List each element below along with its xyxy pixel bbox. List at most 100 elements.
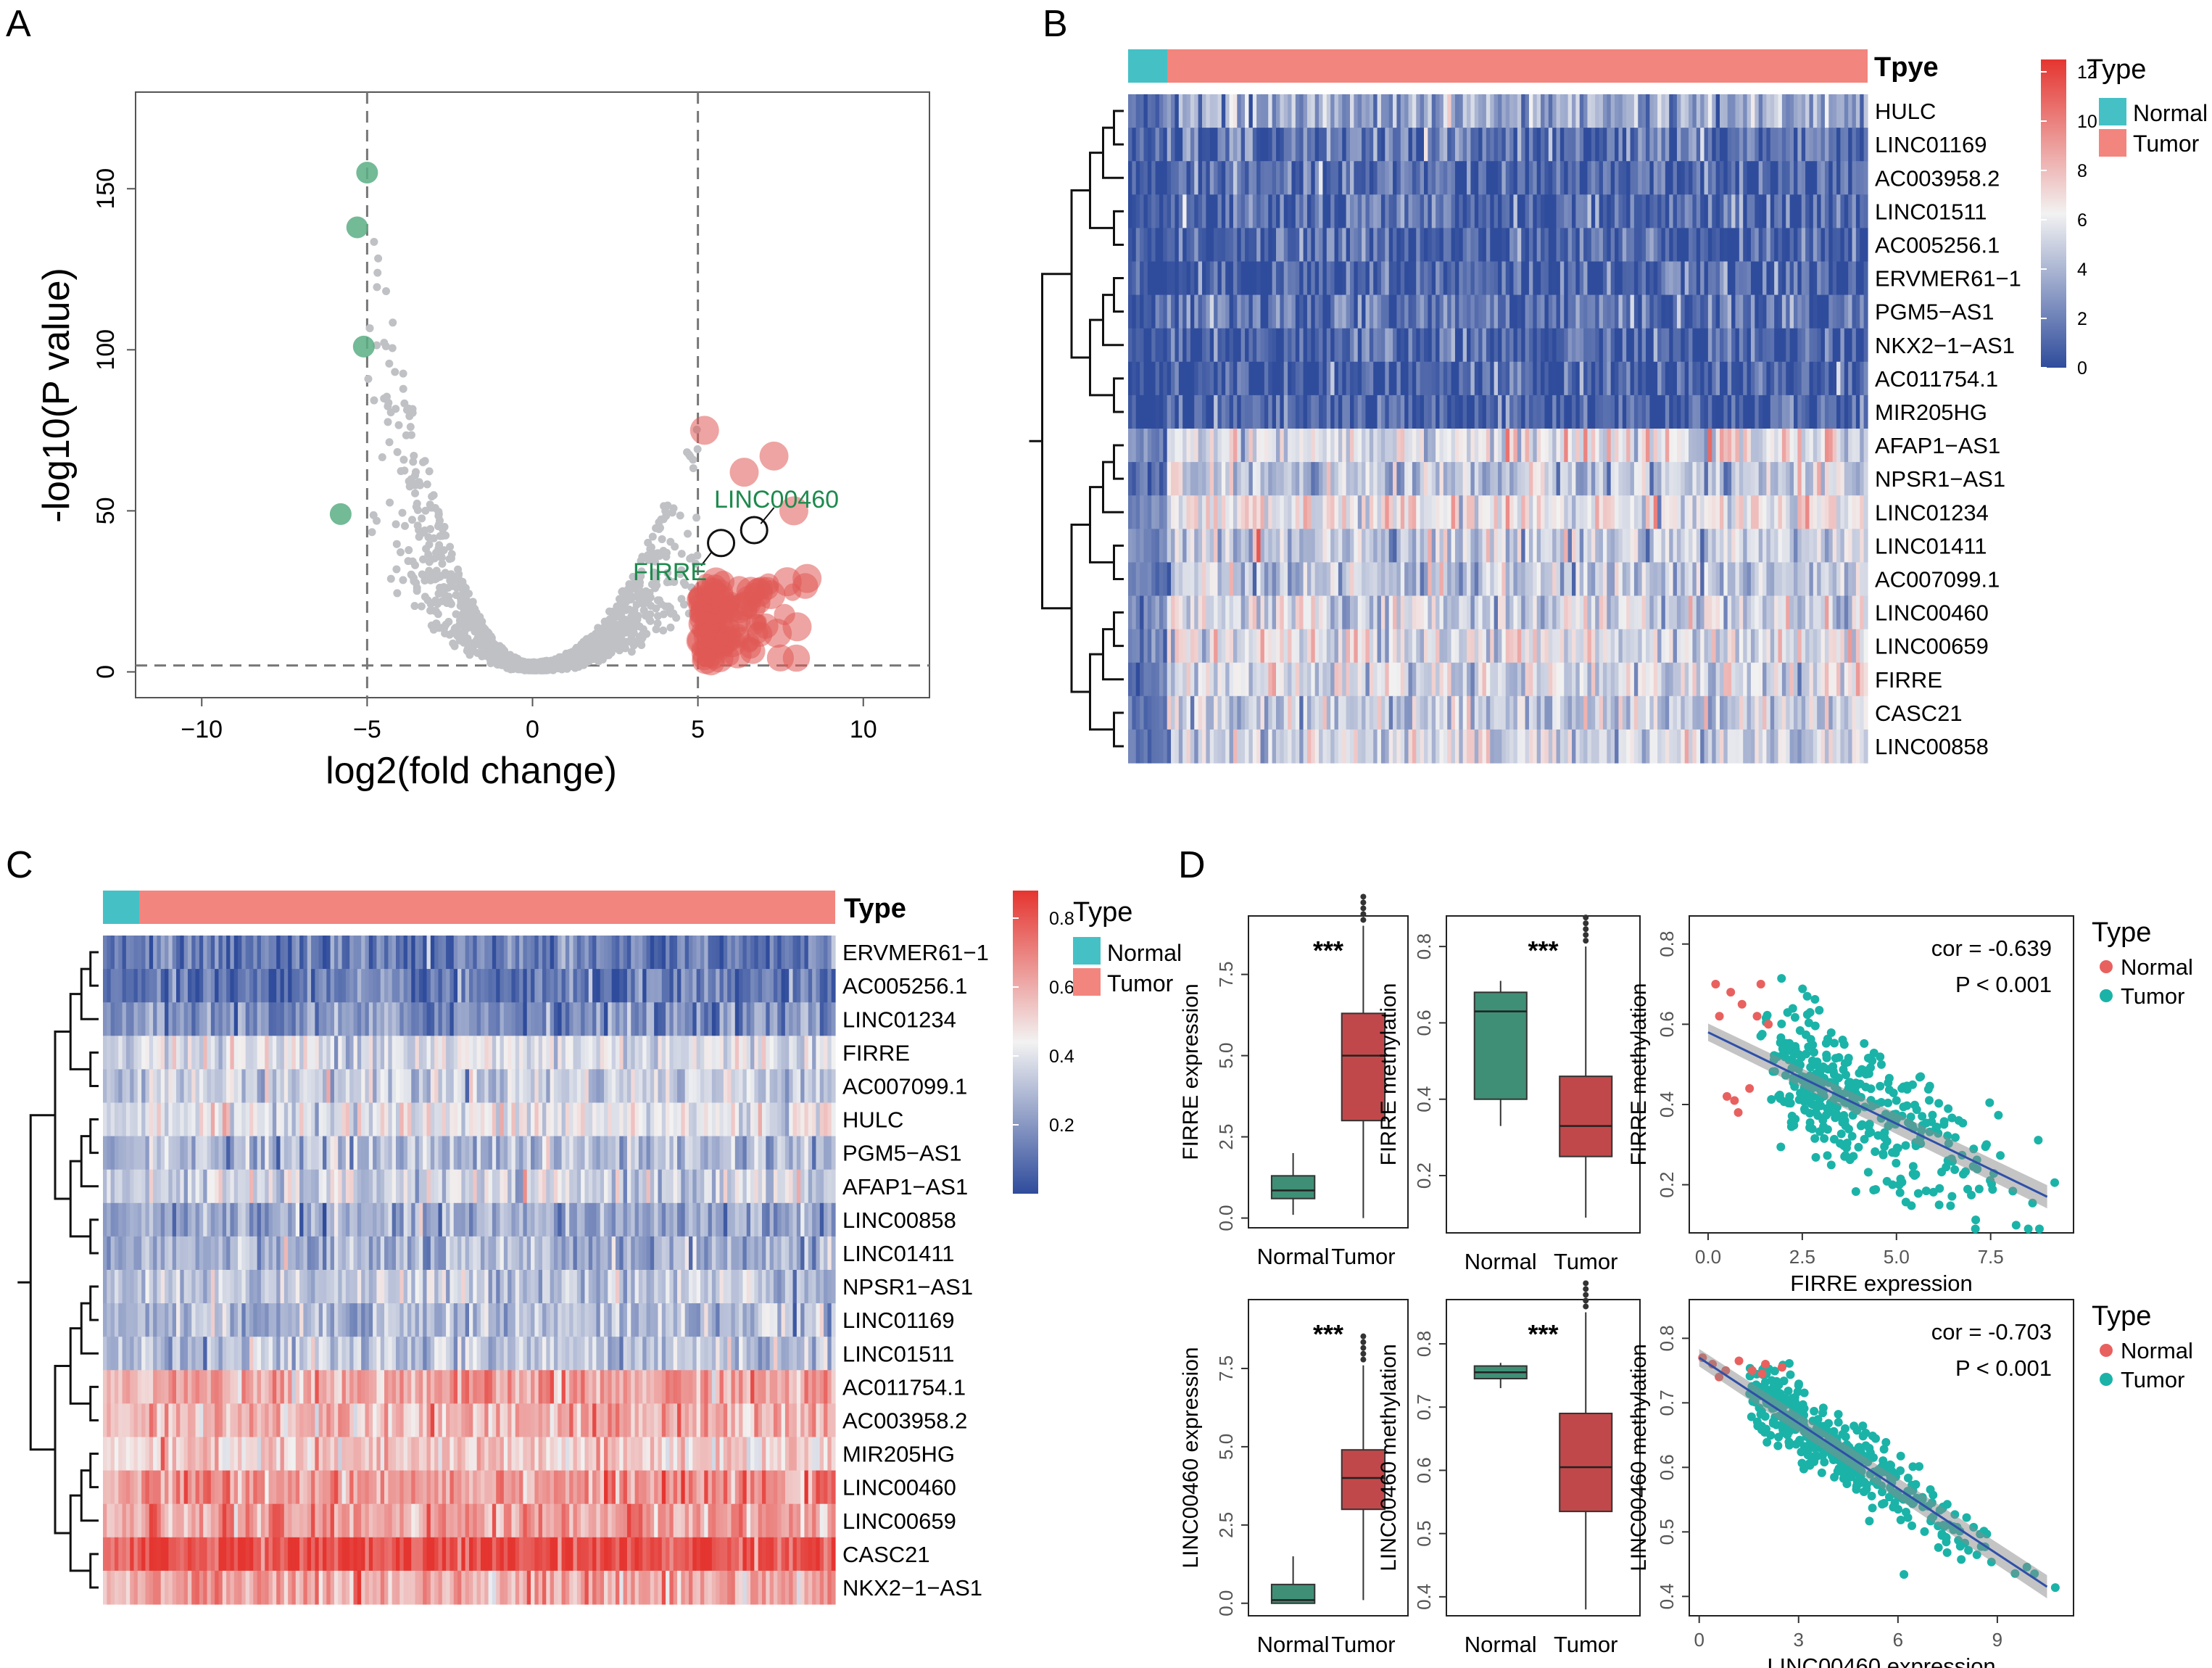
- heatmap-b-cell: [1182, 161, 1188, 195]
- heatmap-b-cell: [1248, 495, 1254, 529]
- heatmap-b-cell: [1225, 529, 1230, 563]
- heatmap-b-cell: [1789, 261, 1794, 296]
- heatmap-b-cell: [1852, 429, 1857, 463]
- heatmap-b-cell: [1762, 562, 1768, 597]
- heatmap-b-cell: [1513, 529, 1518, 563]
- heatmap-b-cell: [1805, 128, 1810, 162]
- heatmap-b-cell: [1135, 629, 1140, 664]
- heatmap-b-cell: [1264, 462, 1269, 496]
- heatmap-b-cell: [1575, 294, 1581, 329]
- heatmap-b-cell: [1797, 194, 1802, 228]
- heatmap-b-cell: [1280, 429, 1285, 463]
- heatmap-b-cell: [1396, 562, 1401, 597]
- heatmap-b-cell: [1501, 429, 1507, 463]
- heatmap-b-cell: [1579, 395, 1584, 429]
- heatmap-b-cell: [1362, 261, 1367, 296]
- heatmap-b-cell: [1766, 495, 1771, 529]
- heatmap-b-cell: [1692, 562, 1697, 597]
- heatmap-b-cell: [1322, 261, 1327, 296]
- heatmap-b-cell: [1412, 395, 1417, 429]
- heatmap-b-cell: [1610, 161, 1615, 195]
- heatmap-b-cell: [1260, 261, 1265, 296]
- heatmap-b-cell: [1789, 228, 1794, 263]
- heatmap-b-cell: [1283, 361, 1288, 396]
- heatmap-b-cell: [1583, 294, 1588, 329]
- heatmap-b-cell: [1482, 294, 1487, 329]
- volcano-point-ns: [619, 597, 628, 606]
- heatmap-b-cell: [1373, 161, 1378, 195]
- heatmap-b-cell: [1436, 562, 1441, 597]
- heatmap-b-cell: [1778, 495, 1783, 529]
- heatmap-b-cell: [1774, 629, 1779, 664]
- heatmap-b-cell: [1615, 395, 1620, 429]
- volcano-point-ns: [386, 408, 395, 417]
- heatmap-b-cell: [1268, 194, 1273, 228]
- heatmap-b-cell: [1194, 462, 1199, 496]
- heatmap-b-cell: [1661, 161, 1666, 195]
- heatmap-b-cell: [1739, 161, 1744, 195]
- heatmap-b-cell: [1661, 294, 1666, 329]
- heatmap-b-cell: [1689, 562, 1694, 597]
- heatmap-b-cell: [1420, 94, 1425, 128]
- heatmap-b-cell: [1689, 294, 1694, 329]
- heatmap-b-cell: [1528, 529, 1533, 563]
- heatmap-b-cell: [1743, 328, 1748, 363]
- heatmap-b-cell: [1151, 128, 1156, 162]
- heatmap-b-cell: [1322, 595, 1327, 630]
- heatmap-b-cell: [1564, 662, 1569, 697]
- heatmap-b-cell: [1306, 629, 1312, 664]
- heatmap-b-cell: [1567, 328, 1573, 363]
- heatmap-b-cell: [1400, 595, 1405, 630]
- heatmap-b-cell: [1673, 328, 1678, 363]
- heatmap-b-cell: [1735, 194, 1740, 228]
- heatmap-b-cell: [1357, 529, 1362, 563]
- volcano-point-ns: [657, 515, 666, 524]
- heatmap-b-cell: [1618, 328, 1623, 363]
- heatmap-b-cell: [1641, 595, 1646, 630]
- heatmap-b-cell: [1774, 328, 1779, 363]
- heatmap-b-cell: [1528, 562, 1533, 597]
- heatmap-b-cell: [1159, 395, 1164, 429]
- heatmap-b-cell: [1805, 261, 1810, 296]
- heatmap-b-cell: [1163, 595, 1168, 630]
- heatmap-b-cell: [1774, 562, 1779, 597]
- heatmap-b-cell: [1840, 462, 1845, 496]
- heatmap-b-cell: [1494, 529, 1499, 563]
- heatmap-b-cell: [1291, 94, 1296, 128]
- heatmap-b-cell: [1462, 194, 1467, 228]
- heatmap-b-cell: [1607, 161, 1612, 195]
- heatmap-b-cell: [1272, 361, 1277, 396]
- heatmap-b-cell: [1237, 562, 1242, 597]
- heatmap-b-cell: [1813, 629, 1818, 664]
- heatmap-b-cell: [1727, 128, 1732, 162]
- heatmap-b-cell: [1346, 228, 1351, 263]
- heatmap-b-cell: [1451, 128, 1456, 162]
- heatmap-b-cell: [1720, 361, 1724, 396]
- heatmap-b-cell: [1501, 194, 1507, 228]
- heatmap-b-cell: [1467, 395, 1472, 429]
- heatmap-b-cell: [1610, 194, 1615, 228]
- heatmap-b-cell: [1428, 462, 1433, 496]
- volcano-x-tick-label-4: 10: [850, 716, 877, 743]
- heatmap-b-cell: [1350, 94, 1354, 128]
- heatmap-b-cell: [1490, 595, 1495, 630]
- heatmap-b-cell: [1789, 161, 1794, 195]
- heatmap-b-cell: [1295, 261, 1300, 296]
- heatmap-b-cell: [1486, 662, 1491, 697]
- heatmap-b-cell: [1727, 529, 1732, 563]
- heatmap-b-cell: [1194, 395, 1199, 429]
- heatmap-b-cell: [1774, 429, 1779, 463]
- heatmap-b-cell: [1454, 361, 1459, 396]
- volcano-point-ns: [399, 369, 407, 378]
- heatmap-b-cell: [1443, 94, 1448, 128]
- heatmap-b-cell: [1828, 328, 1834, 363]
- heatmap-b-cell: [1233, 161, 1238, 195]
- heatmap-b-cell: [1248, 228, 1254, 263]
- heatmap-b-cell: [1630, 395, 1635, 429]
- heatmap-b-cell: [1330, 395, 1335, 429]
- heatmap-b-cell: [1762, 629, 1768, 664]
- heatmap-b-cell: [1295, 462, 1300, 496]
- heatmap-b-cell: [1739, 261, 1744, 296]
- heatmap-b-cell: [1225, 94, 1230, 128]
- heatmap-b-cell: [1556, 562, 1561, 597]
